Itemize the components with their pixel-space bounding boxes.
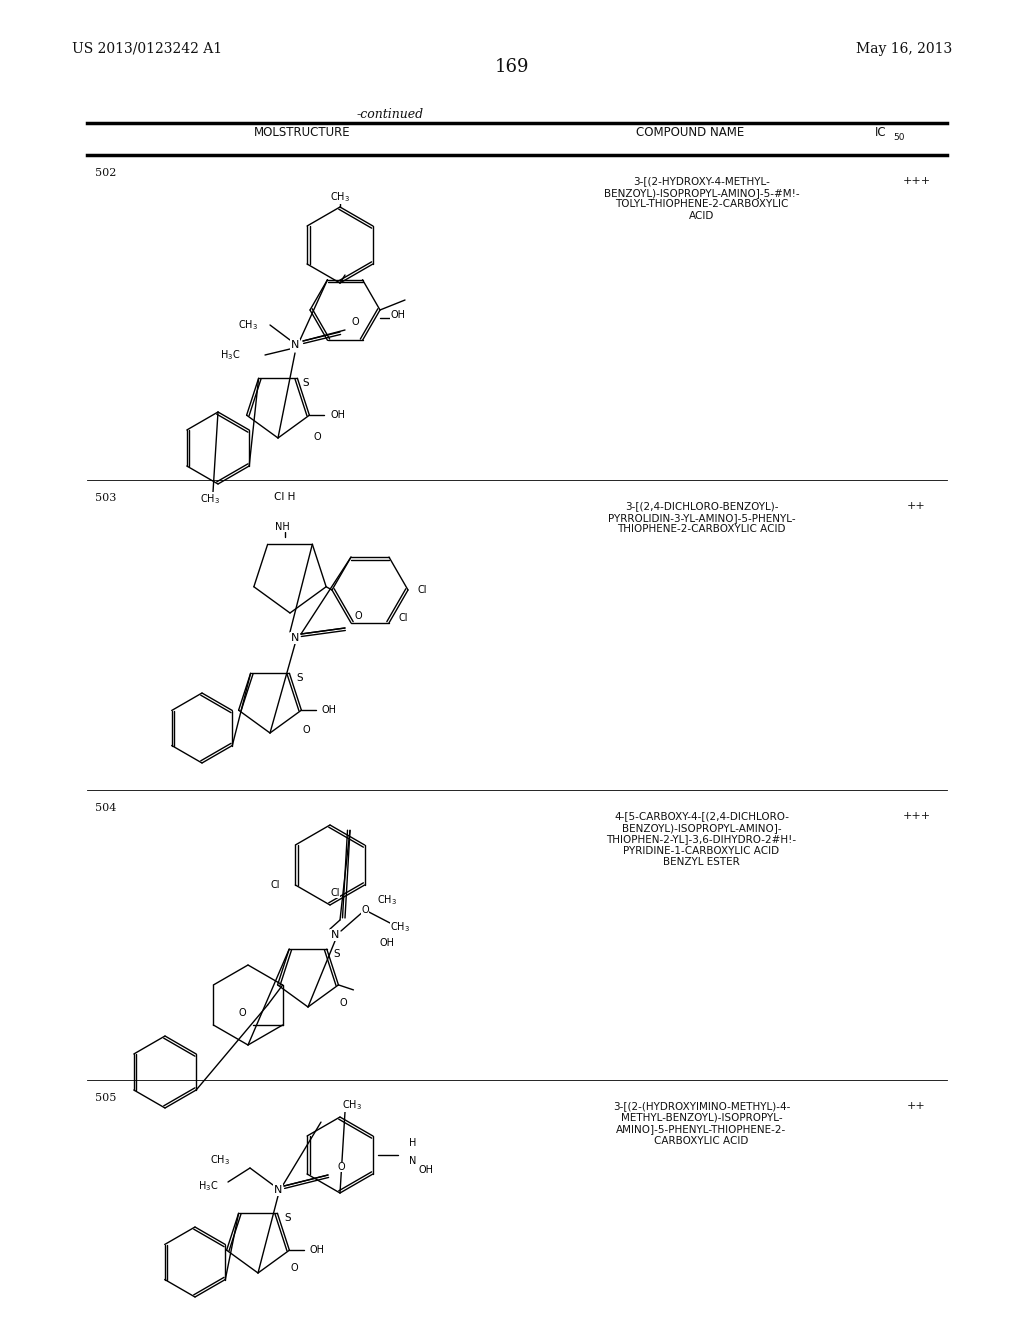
Text: O: O — [340, 998, 347, 1008]
Text: O: O — [361, 906, 369, 915]
Text: Cl: Cl — [270, 880, 281, 890]
Text: H$_3$C: H$_3$C — [198, 1179, 218, 1193]
Text: N: N — [273, 1185, 283, 1195]
Text: H$_3$C: H$_3$C — [220, 348, 240, 362]
Text: 3-[(2-(HYDROXYIMINO-METHYL)-4-
METHYL-BENZOYL)-ISOPROPYL-
AMINO]-5-PHENYL-THIOPH: 3-[(2-(HYDROXYIMINO-METHYL)-4- METHYL-BE… — [612, 1101, 791, 1146]
Text: CH$_3$: CH$_3$ — [210, 1154, 230, 1167]
Text: CH$_3$: CH$_3$ — [390, 920, 410, 935]
Text: -continued: -continued — [356, 108, 424, 121]
Text: N: N — [291, 634, 299, 643]
Text: 503: 503 — [95, 492, 117, 503]
Text: US 2013/0123242 A1: US 2013/0123242 A1 — [72, 42, 222, 55]
Text: 504: 504 — [95, 803, 117, 813]
Text: 3-[(2,4-DICHLORO-BENZOYL)-
PYRROLIDIN-3-YL-AMINO]-5-PHENYL-
THIOPHENE-2-CARBOXYL: 3-[(2,4-DICHLORO-BENZOYL)- PYRROLIDIN-3-… — [607, 502, 796, 535]
Text: ++: ++ — [907, 1101, 926, 1111]
Text: CH$_3$: CH$_3$ — [238, 318, 258, 331]
Text: OH: OH — [380, 939, 394, 948]
Text: Cl H: Cl H — [274, 492, 296, 502]
Text: +++: +++ — [902, 176, 931, 186]
Text: IC: IC — [874, 127, 887, 140]
Text: CH$_3$: CH$_3$ — [377, 894, 397, 907]
Text: O: O — [313, 432, 322, 442]
Text: O: O — [337, 1162, 345, 1172]
Text: S: S — [284, 1213, 291, 1224]
Text: 4-[5-CARBOXY-4-[(2,4-DICHLORO-
BENZOYL)-ISOPROPYL-AMINO]-
THIOPHEN-2-YL]-3,6-DIH: 4-[5-CARBOXY-4-[(2,4-DICHLORO- BENZOYL)-… — [606, 810, 797, 867]
Text: Cl: Cl — [398, 612, 408, 623]
Text: O: O — [302, 725, 310, 735]
Text: May 16, 2013: May 16, 2013 — [856, 42, 952, 55]
Text: +++: +++ — [902, 810, 931, 821]
Text: S: S — [302, 379, 308, 388]
Text: OH: OH — [390, 310, 406, 319]
Text: O: O — [354, 611, 361, 620]
Text: 50: 50 — [893, 132, 904, 141]
Text: O: O — [291, 1263, 298, 1274]
Text: OH: OH — [310, 1245, 325, 1255]
Text: 505: 505 — [95, 1093, 117, 1104]
Text: 169: 169 — [495, 58, 529, 77]
Text: COMPOUND NAME: COMPOUND NAME — [636, 127, 744, 140]
Text: 3-[(2-HYDROXY-4-METHYL-
BENZOYL)-ISOPROPYL-AMINO]-5-#M!-
TOLYL-THIOPHENE-2-CARBO: 3-[(2-HYDROXY-4-METHYL- BENZOYL)-ISOPROP… — [603, 176, 800, 220]
Text: Cl: Cl — [417, 585, 427, 595]
Text: N: N — [410, 1156, 417, 1166]
Text: S: S — [296, 673, 303, 684]
Text: OH: OH — [331, 411, 346, 420]
Text: CH$_3$: CH$_3$ — [200, 492, 220, 506]
Text: ++: ++ — [907, 502, 926, 511]
Text: OH: OH — [419, 1166, 433, 1175]
Text: MOLSTRUCTURE: MOLSTRUCTURE — [254, 127, 350, 140]
Text: OH: OH — [322, 705, 337, 715]
Text: N: N — [331, 931, 339, 940]
Text: O: O — [351, 317, 358, 327]
Text: 502: 502 — [95, 168, 117, 178]
Text: N: N — [291, 341, 299, 350]
Text: O: O — [239, 1008, 247, 1018]
Text: Cl: Cl — [331, 888, 340, 898]
Text: CH$_3$: CH$_3$ — [330, 190, 350, 203]
Text: H: H — [410, 1138, 417, 1148]
Text: NH: NH — [274, 521, 290, 532]
Text: CH$_3$: CH$_3$ — [342, 1098, 362, 1111]
Text: S: S — [334, 949, 340, 960]
